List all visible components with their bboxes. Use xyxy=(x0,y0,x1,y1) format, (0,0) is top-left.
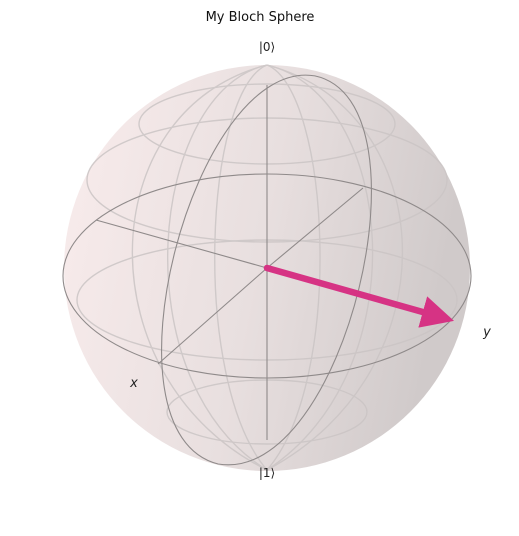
sphere-grid-front xyxy=(62,74,472,466)
x-axis-line-front xyxy=(157,267,268,365)
ket0-label: |0⟩ xyxy=(259,40,275,54)
y-axis-label: y xyxy=(482,325,491,340)
meridian-ring xyxy=(161,74,372,466)
x-axis-label: x xyxy=(129,376,138,391)
ket1-label: |1⟩ xyxy=(259,466,275,480)
state-vector-arrow xyxy=(263,264,455,328)
figure-title: My Bloch Sphere xyxy=(206,10,315,25)
x-axis-line-back xyxy=(95,219,268,269)
y-axis-line-back xyxy=(266,187,364,269)
